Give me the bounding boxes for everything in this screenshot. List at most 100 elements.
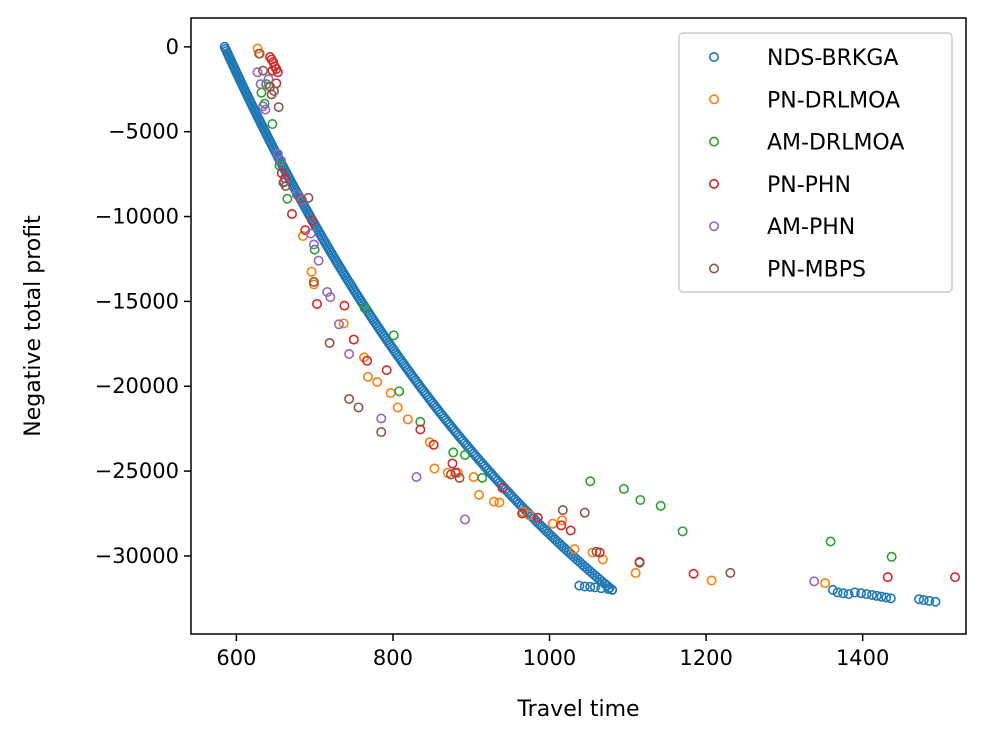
- data-point: [838, 588, 849, 599]
- data-point: [849, 587, 860, 598]
- data-point: [308, 276, 319, 287]
- data-point: [312, 298, 323, 309]
- data-point: [381, 365, 392, 376]
- legend-marker: [708, 178, 719, 189]
- data-point: [825, 536, 836, 547]
- data-point: [362, 355, 373, 366]
- legend-marker: [708, 94, 719, 105]
- x-tick-label: 800: [373, 646, 413, 670]
- data-point: [635, 494, 646, 505]
- data-point: [477, 472, 488, 483]
- data-point: [376, 413, 387, 424]
- data-point: [254, 48, 265, 59]
- x-tick-label: 1000: [523, 646, 576, 670]
- data-point: [411, 472, 422, 483]
- data-point: [272, 67, 283, 78]
- data-point: [338, 318, 349, 329]
- x-axis-label: Travel time: [516, 697, 639, 722]
- data-point: [388, 330, 399, 341]
- data-point: [918, 595, 929, 606]
- data-point: [348, 334, 359, 345]
- data-point: [306, 266, 317, 277]
- data-point: [344, 348, 355, 359]
- data-point: [871, 590, 882, 601]
- legend-marker: [708, 263, 719, 274]
- data-point: [488, 496, 499, 507]
- data-point: [392, 402, 403, 413]
- data-point: [282, 193, 293, 204]
- data-point: [333, 319, 344, 330]
- data-point: [886, 551, 897, 562]
- data-point: [429, 463, 440, 474]
- y-tick-label: −30000: [95, 544, 179, 568]
- data-points: [219, 41, 961, 607]
- legend-label: PN-MBPS: [767, 258, 866, 283]
- data-point: [881, 592, 892, 603]
- data-point: [256, 87, 267, 98]
- data-point: [930, 596, 941, 607]
- data-point: [339, 300, 350, 311]
- data-point: [252, 43, 263, 54]
- data-point: [428, 439, 439, 450]
- data-point: [255, 79, 266, 90]
- data-point: [876, 591, 887, 602]
- legend-label: AM-DRLMOA: [767, 131, 904, 156]
- data-point: [385, 388, 396, 399]
- legend-marker: [708, 221, 719, 232]
- data-point: [448, 447, 459, 458]
- data-point: [309, 244, 320, 255]
- data-point: [308, 239, 319, 250]
- legend-box: [678, 32, 953, 293]
- data-point: [267, 65, 278, 76]
- data-point: [474, 489, 485, 500]
- data-point: [832, 587, 843, 598]
- data-point: [376, 427, 387, 438]
- legend: NDS-BRKGA PN-DRLMOA AM-DRLMOA PN-PHN AM-PHN P…: [678, 32, 953, 293]
- data-point: [252, 67, 263, 78]
- data-point: [565, 525, 576, 536]
- series-pn-mbps: [254, 48, 736, 578]
- data-point: [532, 512, 543, 523]
- data-point: [276, 155, 287, 166]
- y-tick-label: −10000: [95, 205, 179, 229]
- data-point: [313, 255, 324, 266]
- data-point: [589, 582, 600, 593]
- data-point: [557, 505, 568, 516]
- data-point: [574, 580, 585, 591]
- data-point: [867, 589, 878, 600]
- data-point: [273, 102, 284, 113]
- series-pn-phn: [265, 52, 961, 583]
- y-tick-label: 0: [166, 35, 179, 59]
- data-point: [359, 303, 370, 314]
- data-point: [856, 588, 867, 599]
- data-point: [547, 518, 558, 529]
- x-tick-label: 600: [216, 646, 256, 670]
- data-point: [706, 575, 717, 586]
- data-point: [325, 292, 336, 303]
- x-tick-label: 1200: [679, 646, 732, 670]
- data-point: [415, 424, 426, 435]
- legend-marker: [708, 51, 719, 62]
- data-point: [280, 181, 291, 192]
- y-tick-label: −25000: [95, 459, 179, 483]
- data-point: [557, 515, 568, 526]
- data-point: [579, 507, 590, 518]
- data-point: [556, 520, 567, 531]
- data-point: [362, 371, 373, 382]
- data-point: [258, 65, 269, 76]
- data-point: [591, 546, 602, 557]
- data-point: [882, 572, 893, 583]
- legend-label: AM-PHN: [767, 215, 855, 240]
- data-point: [924, 595, 935, 606]
- y-tick-label: −15000: [95, 289, 179, 313]
- data-point: [372, 376, 383, 387]
- data-point: [603, 584, 614, 595]
- data-point: [445, 469, 456, 480]
- axes-frame: [190, 17, 967, 635]
- data-point: [634, 557, 645, 568]
- data-point: [579, 581, 590, 592]
- data-point: [820, 578, 831, 589]
- data-point: [585, 476, 596, 487]
- data-point: [454, 472, 465, 483]
